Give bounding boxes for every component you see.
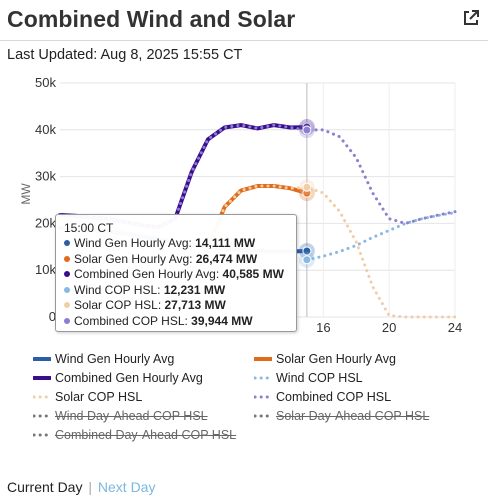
legend-label: Wind Day-Ahead COP HSL — [55, 409, 208, 423]
legend-label: Solar COP HSL — [55, 390, 142, 404]
legend-swatch — [33, 411, 51, 421]
tooltip-value: 14,111 MW — [195, 236, 255, 250]
legend-swatch — [254, 411, 272, 421]
tooltip-value: 39,944 MW — [191, 314, 252, 328]
tooltip-value: 26,474 MW — [196, 252, 257, 266]
tooltip-time: 15:00 CT — [64, 221, 288, 235]
legend-swatch — [254, 354, 272, 364]
tooltip-label: Wind Gen Hourly Avg: — [74, 236, 195, 250]
hover-point — [303, 126, 311, 134]
next-day-link[interactable]: Next Day — [98, 479, 156, 495]
tooltip-label: Combined COP HSL: — [74, 314, 191, 328]
legend-swatch — [254, 392, 272, 402]
x-tick-label: 20 — [382, 320, 396, 335]
tooltip-dot — [64, 271, 70, 277]
legend-swatch — [33, 430, 51, 440]
tooltip-dot — [64, 287, 70, 293]
legend-label: Wind Gen Hourly Avg — [55, 352, 174, 366]
y-tick-label: 40k — [35, 122, 56, 137]
tooltip-dot — [64, 318, 70, 324]
nav-separator: | — [88, 479, 92, 495]
legend-label: Combined Day-Ahead COP HSL — [55, 428, 236, 442]
header: Combined Wind and Solar — [0, 0, 488, 41]
chart-tooltip: 15:00 CT Wind Gen Hourly Avg: 14,111 MW S… — [55, 214, 297, 332]
tooltip-row: Combined Gen Hourly Avg: 40,585 MW — [64, 267, 288, 283]
y-tick-label: 30k — [35, 169, 56, 184]
x-tick-label: 24 — [448, 320, 462, 335]
x-axis-labels: 16 20 24 — [316, 320, 462, 335]
hover-point — [303, 256, 311, 264]
y-tick-label: 10k — [35, 262, 56, 277]
legend-swatch — [254, 373, 272, 383]
tooltip-dot — [64, 240, 70, 246]
tooltip-rows: Wind Gen Hourly Avg: 14,111 MW Solar Gen … — [64, 236, 288, 330]
legend-label: Combined Gen Hourly Avg — [55, 371, 203, 385]
legend-label: Combined COP HSL — [276, 390, 391, 404]
tooltip-row: Solar COP HSL: 27,713 MW — [64, 298, 288, 314]
tooltip-label: Solar COP HSL: — [74, 298, 164, 312]
day-nav: Current Day | Next Day — [7, 479, 155, 495]
tooltip-label: Wind COP HSL: — [74, 283, 164, 297]
last-updated: Last Updated: Aug 8, 2025 15:55 CT — [7, 47, 242, 63]
tooltip-row: Solar Gen Hourly Avg: 26,474 MW — [64, 252, 288, 268]
legend-label: Solar Day-Ahead COP HSL — [276, 409, 429, 423]
y-axis-title: MW — [19, 183, 33, 205]
tooltip-row: Combined COP HSL: 39,944 MW — [64, 314, 288, 330]
tooltip-row: Wind COP HSL: 12,231 MW — [64, 283, 288, 299]
tooltip-row: Wind Gen Hourly Avg: 14,111 MW — [64, 236, 288, 252]
hover-point — [303, 183, 311, 191]
page-title: Combined Wind and Solar — [7, 6, 295, 33]
tooltip-value: 12,231 MW — [164, 283, 225, 297]
legend-swatch — [33, 373, 51, 383]
legend-swatch — [33, 392, 51, 402]
tooltip-value: 27,713 MW — [164, 298, 225, 312]
tooltip-label: Solar Gen Hourly Avg: — [74, 252, 196, 266]
chart-legend: Wind Gen Hourly Avg Solar Gen Hourly Avg C… — [0, 346, 488, 442]
tooltip-dot — [64, 302, 70, 308]
tooltip-dot — [64, 256, 70, 262]
series-line-3 — [307, 213, 455, 260]
tooltip-label: Combined Gen Hourly Avg: — [74, 267, 223, 281]
x-tick-label: 16 — [316, 320, 330, 335]
tooltip-value: 40,585 MW — [223, 267, 284, 281]
legend-swatch — [33, 354, 51, 364]
y-tick-label: 50k — [35, 75, 56, 90]
external-link-icon[interactable] — [462, 9, 480, 27]
current-day-link[interactable]: Current Day — [7, 479, 82, 495]
legend-label: Solar Gen Hourly Avg — [276, 352, 396, 366]
y-tick-label: 20k — [35, 215, 56, 230]
legend-label: Wind COP HSL — [276, 371, 363, 385]
